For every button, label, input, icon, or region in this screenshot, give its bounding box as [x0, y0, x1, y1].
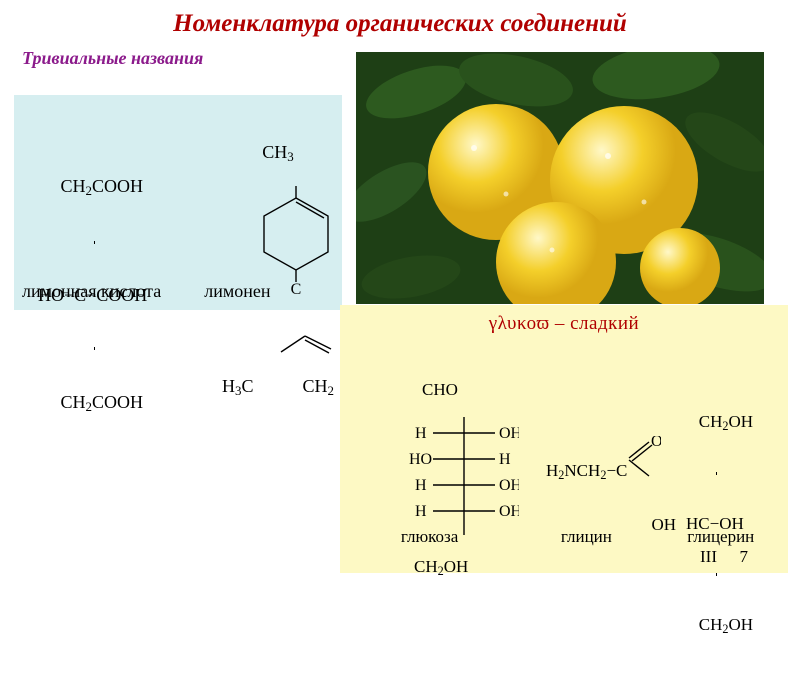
glycine-structure: H2NCH2−C O OH [546, 397, 676, 574]
svg-text:H: H [415, 477, 427, 494]
glycerol-label: глицерин [654, 527, 788, 547]
lemon-photo [356, 52, 764, 304]
glycerol-l1: CH2OH [686, 412, 753, 433]
footer-page: 7 [740, 547, 749, 567]
citric-line1: CH2COOH [38, 176, 147, 199]
glucose-cho: CHO [392, 380, 519, 400]
svg-text:O: O [651, 436, 661, 450]
svg-text:OH: OH [499, 425, 519, 442]
glycine-pre: H2NCH2−C [546, 461, 627, 482]
footer-roman: III [700, 547, 717, 567]
svg-text:H: H [415, 425, 427, 442]
limonene-ring-icon: C [236, 186, 356, 296]
glycerol-l3: CH2OH [686, 615, 753, 636]
glucose-structure: CHO HOH HOH HOH HOH CH2OH [392, 341, 519, 617]
limonene-ch3: CH3 [218, 142, 338, 165]
glycerol-structure: CH2OH HC−OH CH2OH [686, 373, 753, 675]
limonene-label: лимонен [204, 281, 342, 302]
limonene-h3c: H3C [222, 376, 254, 399]
panel-sweet: γλυκοϖ – сладкий CHO HOH HOH HOH HOH CH2… [340, 305, 788, 573]
glycine-label: глицин [519, 527, 653, 547]
svg-text:H: H [415, 503, 427, 520]
citric-acid-label: лимонная кислота [14, 281, 204, 302]
svg-text:OH: OH [499, 503, 519, 520]
panel-citric-limonene: CH2COOH HO−C−COOH CH2COOH CH3 C H3C CH2 [14, 95, 342, 310]
page-title: Номенклатура органических соединений [0, 0, 800, 38]
svg-text:OH: OH [499, 477, 519, 494]
greek-sweet: γλυκοϖ – сладкий [346, 313, 782, 335]
glucose-label: глюкоза [340, 527, 519, 547]
glucose-ch2oh: CH2OH [392, 557, 519, 578]
citric-line3: CH2COOH [38, 392, 147, 415]
svg-text:HO: HO [409, 451, 432, 468]
svg-text:H: H [499, 451, 511, 468]
limonene-ch2: CH2 [303, 376, 335, 399]
